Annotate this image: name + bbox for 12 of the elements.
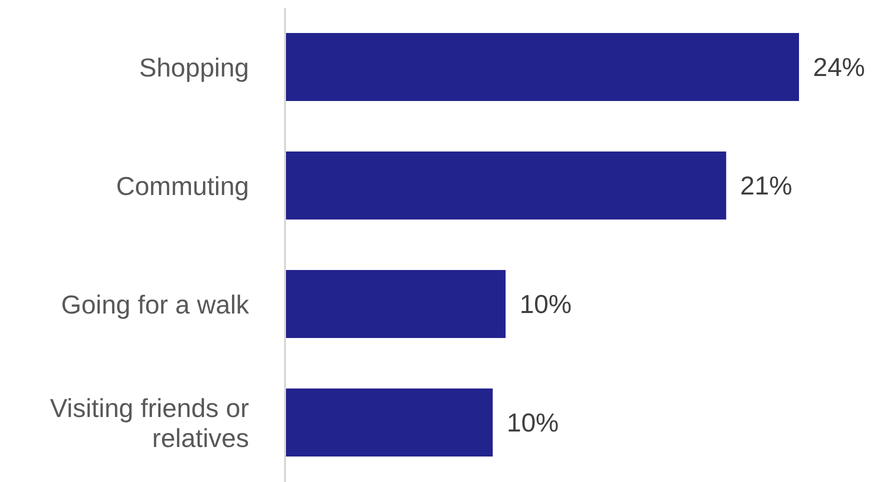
- data-label: 10%: [506, 408, 559, 438]
- y-tick-label: Shopping: [139, 52, 249, 82]
- y-tick-label: Going for a walk: [61, 289, 250, 320]
- y-tick-label: Commuting: [116, 170, 249, 201]
- data-label: 21%: [740, 170, 792, 201]
- bar: [285, 33, 799, 101]
- bar: [285, 152, 726, 220]
- data-label: 24%: [813, 52, 866, 82]
- y-tick-label: Visiting friends or relatives: [50, 392, 250, 453]
- data-label: 10%: [520, 289, 572, 320]
- bar: [285, 270, 506, 338]
- bar: [285, 388, 493, 456]
